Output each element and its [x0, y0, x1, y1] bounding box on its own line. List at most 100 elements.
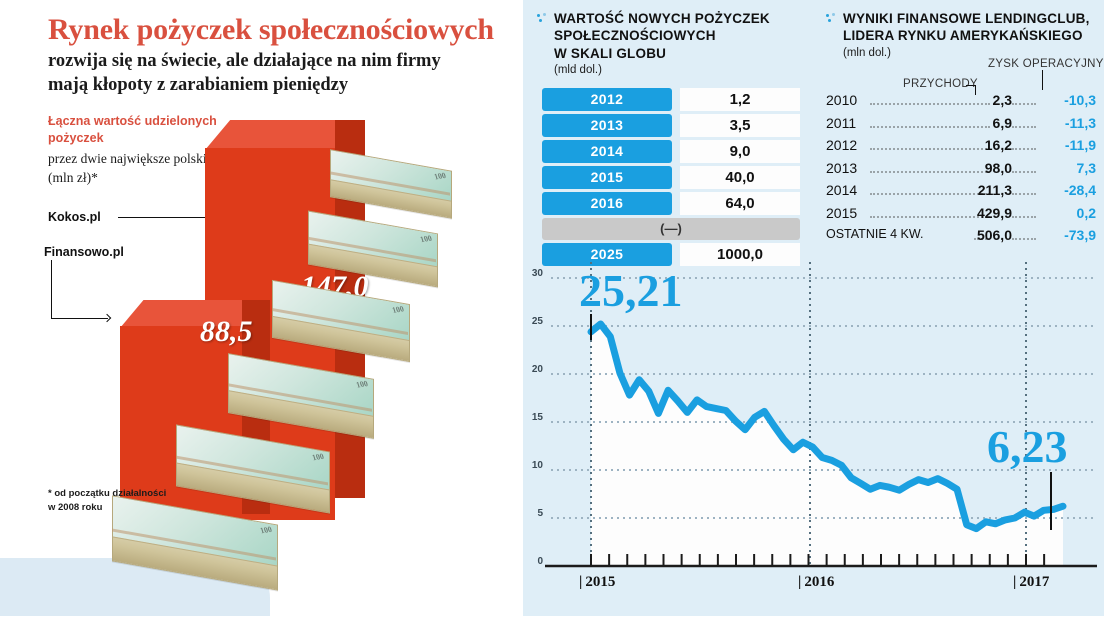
table-row: 2013 98,0 7,3: [826, 160, 1096, 183]
bullet-icon: [537, 13, 549, 25]
y-tick-10: 10: [531, 460, 543, 471]
row-profit: -11,3: [1064, 114, 1096, 131]
bar-label-finansowo: Finansowo.pl: [44, 245, 124, 259]
finansowo-leader-horizontal: [51, 318, 108, 319]
bullet-icon: [826, 13, 838, 25]
row-revenue: 211,3: [977, 182, 1012, 198]
row-period: 2010: [826, 92, 858, 108]
x-tick-2016: | 2016: [798, 574, 835, 590]
y-tick-30: 30: [531, 268, 543, 279]
row-revenue: 506,0: [976, 227, 1012, 243]
row-value: 1,2: [680, 88, 800, 111]
kokos-leader-line: [118, 217, 228, 218]
leader-dots: [1012, 193, 1036, 195]
table-row: 2011 6,9 -11,3: [826, 115, 1096, 138]
table-row: 2025 1000,0: [537, 243, 805, 266]
left-lead-black: przez dwie największe polskie firmy (mln…: [48, 151, 246, 185]
footnote: * od początku działalności w 2008 roku: [48, 488, 167, 513]
global-loans-heading-line2: społecznościowych: [554, 28, 716, 44]
left-panel: Rynek pożyczek społecznościowych rozwija…: [0, 0, 523, 616]
finansowo-leader-vertical: [51, 260, 52, 318]
row-year: 2025: [542, 243, 672, 266]
column-label-profit: ZYSK OPERACYJNY: [988, 58, 1104, 70]
leader-dots: [1012, 238, 1036, 240]
global-loans-heading-line3: w skali globu: [554, 45, 667, 61]
row-year: 2014: [542, 140, 672, 163]
page-subtitle: rozwija się na świecie, ale działające n…: [48, 51, 441, 95]
row-value: 3,5: [680, 114, 800, 137]
y-tick-0: 0: [537, 556, 543, 567]
table-row: 2014 9,0: [537, 140, 805, 163]
table-row: 2016 64,0: [537, 192, 805, 215]
row-period: OSTATNIE 4 KW.: [826, 227, 924, 241]
financials-heading-line1: Wyniki finansowe LendingClub,: [843, 11, 1090, 26]
leader-dots: [1012, 125, 1036, 128]
table-row: OSTATNIE 4 KW. 506,0 -73,9: [826, 227, 1096, 250]
revenue-label-leader: [975, 85, 976, 95]
end-pointer-line: [1050, 472, 1052, 530]
leader-dots: [1012, 170, 1036, 173]
leader-dots: [1012, 148, 1036, 150]
table-row: 2012 16,2 -11,9: [826, 137, 1096, 160]
stock-price-chart: 30 25 20 15 10 5 0 | 2015 | 2016 | 2017 25,…: [523, 262, 1104, 616]
row-profit: 7,3: [1076, 159, 1096, 176]
y-tick-20: 20: [531, 364, 543, 375]
financials-heading-line2: lidera rynku amerykańskiego: [843, 28, 1083, 44]
row-profit: -28,4: [1064, 182, 1096, 198]
gap-marker: (—): [542, 218, 800, 240]
row-year: 2013: [542, 114, 672, 137]
bar-value-finansowo: 88,5: [200, 315, 253, 348]
row-value: 64,0: [680, 192, 800, 215]
table-row: 2015 429,9 0,2: [826, 205, 1096, 228]
x-tick-2017: | 2017: [1013, 574, 1050, 590]
row-revenue: 429,9: [976, 204, 1012, 221]
row-revenue: 16,2: [984, 137, 1012, 153]
page-title: Rynek pożyczek społecznościowych: [48, 13, 494, 46]
global-loans-heading-line1: Wartość nowych pożyczek: [554, 11, 770, 26]
global-loans-heading: Wartość nowych pożyczek społecznościowyc…: [537, 10, 807, 76]
leader-dots: [870, 125, 990, 128]
financials-heading: Wyniki finansowe LendingClub, lidera ryn…: [826, 10, 1101, 59]
row-revenue: 98,0: [984, 159, 1012, 176]
row-period: 2013: [826, 159, 858, 176]
left-lead-red: Łączna wartość udzielonych pożyczek: [48, 114, 217, 145]
table-row: 2012 1,2: [537, 88, 805, 111]
peak-pointer-line: [590, 314, 592, 340]
leader-dots: [870, 148, 990, 150]
row-year: 2015: [542, 166, 672, 189]
table-row: 2015 40,0: [537, 166, 805, 189]
y-tick-5: 5: [537, 508, 543, 519]
row-period: 2015: [826, 204, 858, 221]
global-loans-table: 2012 1,2 2013 3,5 2014 9,0 2015 40,0 201…: [537, 88, 805, 269]
global-loans-unit: (mld dol.): [554, 63, 602, 76]
table-row: 2013 3,5: [537, 114, 805, 137]
row-profit: -73,9: [1064, 227, 1096, 243]
bar-label-kokos: Kokos.pl: [48, 210, 101, 224]
chart-canvas: [545, 262, 1097, 568]
row-value: 1000,0: [680, 243, 800, 266]
leader-dots: [870, 193, 990, 195]
leader-dots: [1012, 103, 1036, 105]
row-period: 2014: [826, 182, 858, 198]
profit-label-leader: [1042, 70, 1043, 90]
row-profit: -10,3: [1064, 92, 1096, 108]
peak-value-label: 25,21: [579, 265, 683, 316]
x-tick-2015: | 2015: [579, 574, 616, 590]
row-period: 2012: [826, 137, 858, 153]
financials-unit: (mln dol.): [843, 46, 891, 59]
table-row: 2014 211,3 -28,4: [826, 182, 1096, 205]
table-row-gap: (—): [537, 218, 805, 240]
y-tick-15: 15: [531, 412, 543, 423]
row-year: 2016: [542, 192, 672, 215]
leader-dots: [1012, 215, 1036, 218]
row-profit: -11,9: [1064, 137, 1096, 153]
row-value: 40,0: [680, 166, 800, 189]
row-revenue: 6,9: [992, 114, 1012, 131]
leader-dots: [870, 103, 990, 105]
financials-table: 2010 2,3 -10,3 2011 6,9 -11,3 2012 16,2 …: [826, 92, 1096, 250]
table-row: 2010 2,3 -10,3: [826, 92, 1096, 115]
revenue-label-leader-h: [966, 85, 976, 86]
column-label-revenue: PRZYCHODY: [903, 78, 978, 90]
leader-dots: [870, 215, 990, 218]
